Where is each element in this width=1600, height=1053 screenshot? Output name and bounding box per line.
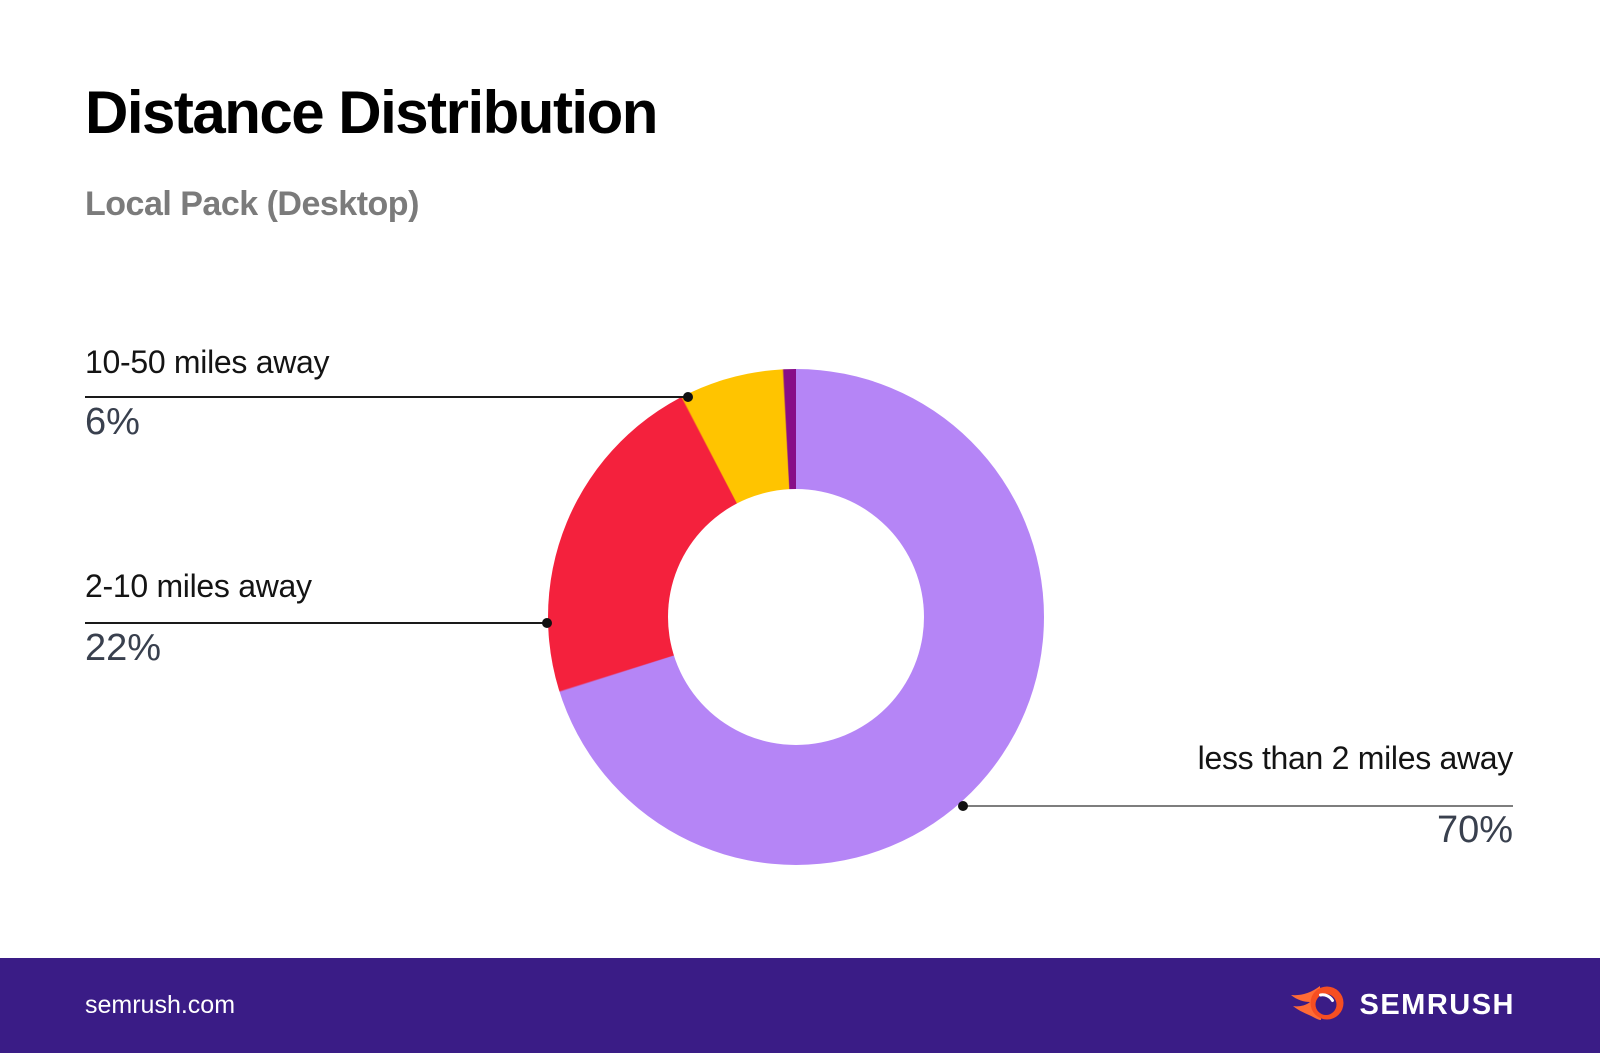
footer: semrush.com SEMRUSH (0, 958, 1600, 1053)
semrush-logo-text: SEMRUSH (1359, 989, 1515, 1021)
leader-line-less-than-2-miles (963, 805, 1513, 807)
callout-label-10-50-miles: 10-50 miles away (85, 344, 330, 380)
semrush-comet-icon (1289, 980, 1347, 1031)
leader-dot-2-10-miles (542, 618, 552, 628)
callout-label-2-10-miles: 2-10 miles away (85, 568, 312, 604)
leader-dot-10-50-miles (683, 392, 693, 402)
semrush-logo: SEMRUSH (1289, 980, 1515, 1031)
leader-dot-less-than-2-miles (958, 801, 968, 811)
callout-percent-2-10-miles: 22% (85, 627, 162, 669)
footer-website: semrush.com (85, 991, 236, 1019)
donut-hole (668, 489, 924, 745)
callout-percent-10-50-miles: 6% (85, 401, 140, 443)
page-title: Distance Distribution (85, 79, 658, 146)
callout-label-less-than-2-miles: less than 2 miles away (1197, 740, 1514, 776)
callout-percent-less-than-2-miles: 70% (1436, 809, 1513, 851)
leader-line-2-10-miles (85, 622, 547, 624)
donut-chart (548, 369, 1044, 865)
page-subtitle: Local Pack (Desktop) (85, 185, 419, 223)
leader-line-10-50-miles (85, 396, 688, 398)
